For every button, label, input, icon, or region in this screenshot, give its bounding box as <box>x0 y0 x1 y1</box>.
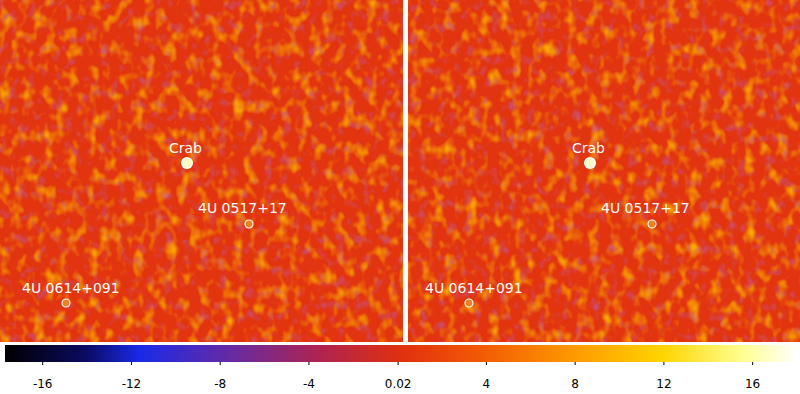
colorbar-tick-label: -8 <box>214 377 226 391</box>
colorbar-tick-label: -4 <box>303 377 315 391</box>
colorbar-scale <box>5 345 797 362</box>
source-marker <box>62 299 70 307</box>
source-marker <box>245 220 253 228</box>
map-background <box>0 0 403 342</box>
colorbar-tick-label: -12 <box>122 377 142 391</box>
colorbar-tick <box>752 362 753 365</box>
source-label: 4U 0517+17 <box>601 200 690 216</box>
source-marker <box>585 158 595 168</box>
source-spot <box>181 157 193 169</box>
colorbar-tick <box>663 362 664 365</box>
colorbar-tick <box>575 362 576 365</box>
map-background <box>408 0 800 342</box>
source-label: Crab <box>572 140 605 156</box>
source-label: 4U 0614+091 <box>22 280 120 296</box>
source-marker <box>182 158 192 168</box>
source-label: 4U 0614+091 <box>425 280 523 296</box>
colorbar-tick-label: 12 <box>656 377 671 391</box>
colorbar-tick <box>42 362 43 365</box>
colorbar-tick <box>308 362 309 365</box>
map-noise <box>408 0 800 342</box>
figure: Crab 4U 0517+17 4U 0614+091 Crab 4U 0517+17 4… <box>0 0 800 394</box>
sky-map-panel: Crab 4U 0517+17 4U 0614+091 <box>0 0 403 342</box>
source-label: Crab <box>169 140 202 156</box>
colorbar-tick <box>486 362 487 365</box>
sky-map-panel: Crab 4U 0517+17 4U 0614+091 <box>408 0 800 342</box>
colorbar: -16 -12 -8 -4 0.02 4 8 12 16 <box>5 345 797 391</box>
source-label: 4U 0517+17 <box>198 200 287 216</box>
source-spot <box>584 157 596 169</box>
source-marker <box>465 299 473 307</box>
colorbar-tick-label: 0.02 <box>385 377 412 391</box>
map-noise <box>408 0 800 342</box>
colorbar-tick-label: 16 <box>745 377 760 391</box>
figure-svg: Crab 4U 0517+17 4U 0614+091 Crab 4U 0517+17 4… <box>0 0 800 394</box>
colorbar-tick <box>131 362 132 365</box>
colorbar-tick-label: -16 <box>33 377 53 391</box>
source-marker <box>648 220 656 228</box>
colorbar-tick <box>398 362 399 365</box>
colorbar-tick <box>220 362 221 365</box>
map-noise <box>0 0 403 342</box>
map-noise <box>0 0 403 342</box>
colorbar-tick-label: 4 <box>483 377 491 391</box>
colorbar-tick-label: 8 <box>571 377 579 391</box>
